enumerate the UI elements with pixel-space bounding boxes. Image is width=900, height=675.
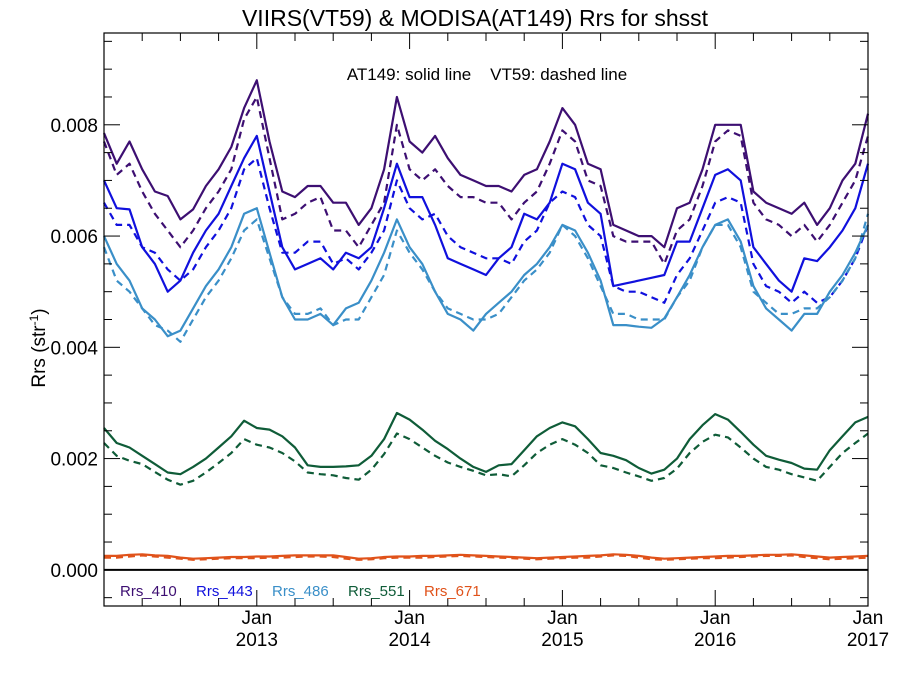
y-tick-label: 0.004: [50, 338, 98, 359]
y-tick-label: 0.008: [50, 116, 98, 137]
legend-entry-rrs-671: Rrs_671: [424, 583, 481, 600]
y-tick-label: 0.006: [50, 227, 98, 248]
series-line-rrs-443-at149: [102, 134, 870, 293]
series-line-rrs-551-vt59: [103, 432, 869, 486]
series-line-rrs-671-vt59: [104, 554, 869, 561]
axes-layer: Jan2013Jan2014Jan2015Jan2016Jan20170.000…: [50, 32, 889, 651]
series-layer: [102, 79, 870, 561]
plot-frame: [103, 32, 869, 607]
series-line-rrs-443-vt59: [103, 157, 870, 304]
series-line-rrs-551-at149: [103, 411, 869, 476]
x-tick-label-year: 2014: [388, 630, 431, 651]
legend: Rrs_410 Rrs_443 Rrs_486 Rrs_551 Rrs_671: [120, 583, 481, 600]
series-line-rrs-410-at149: [102, 79, 870, 249]
legend-entry-rrs-486: Rrs_486: [272, 583, 329, 600]
series-line-rrs-410-vt59: [102, 95, 870, 265]
x-tick-label-year: 2017: [847, 630, 889, 651]
y-axis-label: Rrs (str-1): [27, 308, 50, 387]
legend-entry-rrs-443: Rrs_443: [196, 583, 253, 600]
x-tick-label-month: Jan: [547, 608, 578, 629]
x-tick-label-month: Jan: [241, 608, 272, 629]
legend-entry-rrs-410: Rrs_410: [120, 583, 177, 600]
line-style-annotation: AT149: solid line VT59: dashed line: [347, 65, 627, 84]
chart-title: VIIRS(VT59) & MODISA(AT149) Rrs for shss…: [242, 5, 709, 31]
series-line-rrs-486-vt59: [102, 213, 870, 343]
y-tick-label: 0.000: [50, 561, 98, 582]
x-tick-label-month: Jan: [700, 608, 731, 629]
x-tick-label-month: Jan: [853, 608, 884, 629]
y-tick-label: 0.002: [50, 450, 98, 471]
x-tick-label-year: 2013: [236, 630, 278, 651]
x-tick-label-month: Jan: [394, 608, 425, 629]
legend-entry-rrs-551: Rrs_551: [348, 583, 405, 600]
series-line-rrs-486-at149: [102, 207, 870, 338]
x-tick-label-year: 2015: [541, 630, 583, 651]
x-tick-label-year: 2016: [694, 630, 736, 651]
